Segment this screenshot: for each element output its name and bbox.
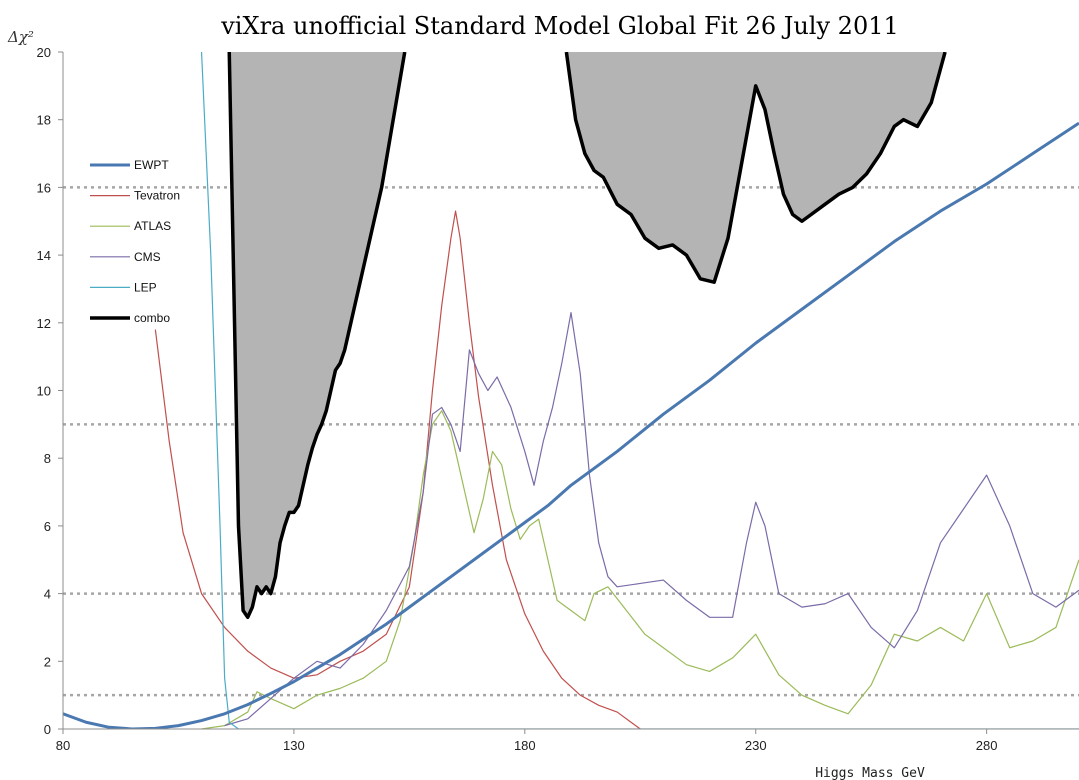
combo-region-fill-1 [229,52,405,618]
legend-label-cms: CMS [134,250,161,264]
y-tick-label-18: 18 [37,113,51,128]
y-tick-label-16: 16 [37,180,51,195]
combo-region-fill-2 [566,52,946,283]
x-tick-label-130: 130 [283,738,305,753]
y-tick-label-0: 0 [44,722,51,737]
y-tick-label-20: 20 [37,45,51,60]
legend: EWPT Tevatron ATLAS CMS LEP combo [90,158,180,325]
y-tick-label-6: 6 [44,519,51,534]
legend-label-ewpt: EWPT [134,158,169,172]
combo-region-outline-2 [564,52,947,284]
series-line-ewpt [63,121,1079,729]
x-tick-label-80: 80 [56,738,70,753]
y-tick-label-12: 12 [37,316,51,331]
y-tick-label-14: 14 [37,248,51,263]
legend-label-atlas: ATLAS [134,219,171,233]
x-tick-label-180: 180 [514,738,536,753]
combo-region-outline-1 [227,52,407,620]
y-tick-label-4: 4 [44,587,51,602]
y-tick-label-10: 10 [37,384,51,399]
chart-title: viXra unofficial Standard Model Global F… [220,12,899,40]
x-axis-label: Higgs Mass GeV [815,766,925,780]
series-line-lep [200,52,1079,729]
combo-regions [227,52,947,620]
series-line-tevatron [154,210,641,729]
series-line-cms [224,312,1079,727]
x-tick-label-230: 230 [745,738,767,753]
y-axis-label: Δχ² [7,28,34,46]
legend-label-combo: combo [134,311,170,325]
legend-label-lep: LEP [134,280,157,294]
axes: 0 2 4 6 8 10 12 14 16 18 20 80 130 180 230 280 [37,45,1079,753]
series-lines [63,52,1079,729]
legend-label-tevatron: Tevatron [134,189,180,203]
y-tick-label-8: 8 [44,451,51,466]
series-line-atlas [201,410,1079,729]
x-tick-label-280: 280 [976,738,998,753]
y-tick-label-2: 2 [44,654,51,669]
